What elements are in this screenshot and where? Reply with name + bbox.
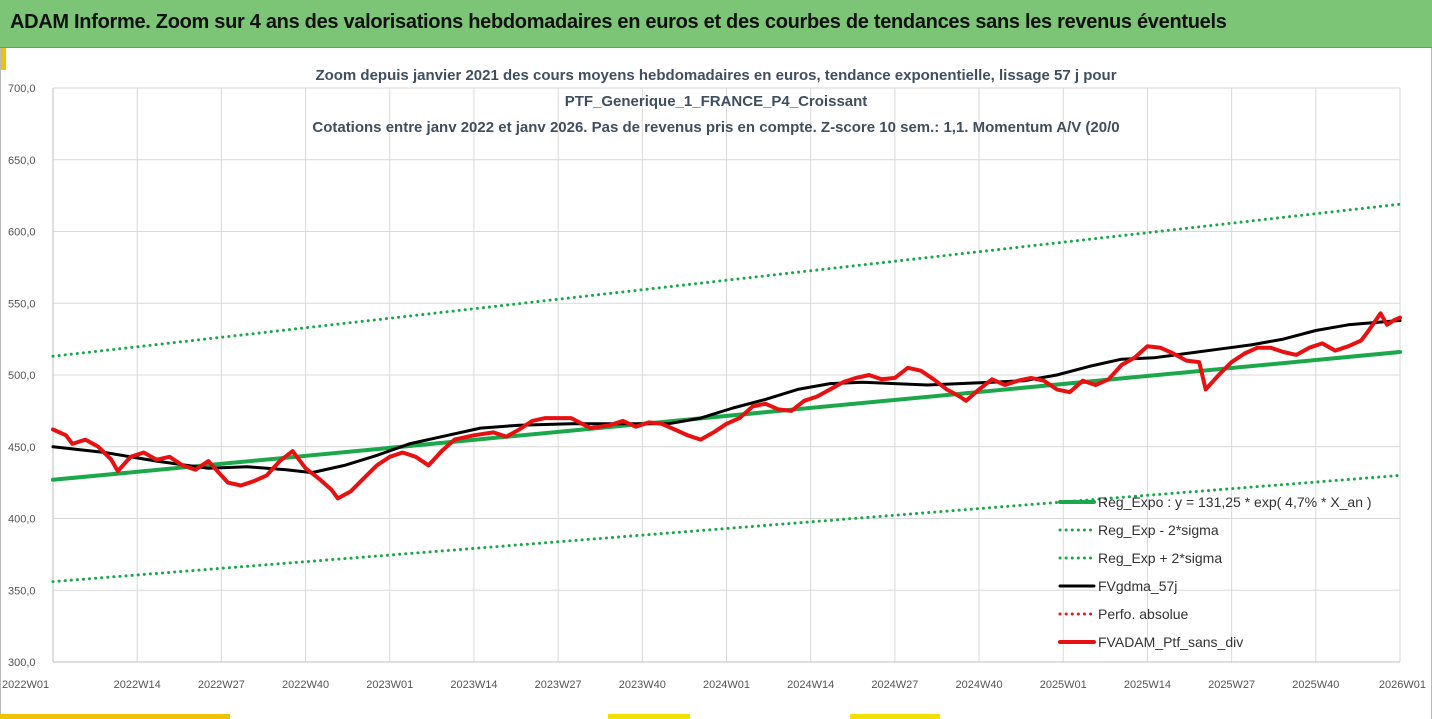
- chart-title-line: Zoom depuis janvier 2021 des cours moyen…: [315, 67, 1116, 84]
- x-tick-label: 2024W14: [787, 679, 834, 691]
- axis-layer: 300,0 350,0 400,0 450,0 500,0 550,0 600,0 650,0…: [2, 83, 1426, 691]
- series-line-0: [51, 350, 1402, 482]
- series-line-2: [51, 202, 1402, 358]
- y-tick-label: 400,0: [8, 514, 36, 526]
- x-tick-label: 2023W14: [450, 679, 497, 691]
- legend-label: FVgdma_57j: [1098, 578, 1177, 594]
- legend-label: Reg_Expo : y = 131,25 * exp( 4,7% * X_an…: [1098, 494, 1372, 510]
- y-tick-label: 700,0: [8, 83, 36, 95]
- x-tick-label: 2023W27: [535, 679, 582, 691]
- series-layer: [51, 202, 1402, 584]
- y-tick-label: 650,0: [8, 155, 36, 167]
- x-tick-label: 2025W27: [1208, 679, 1255, 691]
- y-tick-label: 550,0: [8, 298, 36, 310]
- accent-marker-bottom-3: [850, 714, 940, 719]
- accent-marker-bottom: [0, 714, 230, 719]
- x-tick-label: 2023W01: [366, 679, 413, 691]
- accent-marker-top: [0, 48, 6, 70]
- y-tick-label: 500,0: [8, 370, 36, 382]
- x-tick-label: 2022W14: [114, 679, 161, 691]
- y-tick-label: 350,0: [8, 585, 36, 597]
- series-line-3: [51, 319, 1402, 475]
- grid-layer: [52, 87, 1401, 663]
- x-tick-label: 2025W14: [1124, 679, 1171, 691]
- series-line-1: [51, 473, 1402, 584]
- legend-label: FVADAM_Ptf_sans_div: [1098, 634, 1243, 650]
- x-tick-label: 2022W40: [282, 679, 329, 691]
- x-tick-label: 2022W01: [2, 679, 49, 691]
- chart-title-line: Cotations entre janv 2022 et janv 2026. …: [312, 119, 1119, 136]
- series-line-5: [51, 311, 1402, 501]
- y-tick-label: 300,0: [8, 657, 36, 669]
- x-tick-label: 2022W27: [198, 679, 245, 691]
- x-tick-label: 2024W40: [956, 679, 1003, 691]
- accent-marker-bottom-2: [608, 714, 690, 719]
- legend: Reg_Expo : y = 131,25 * exp( 4,7% * X_an…: [1058, 494, 1372, 650]
- y-tick-label: 600,0: [8, 227, 36, 239]
- chart-title-line: PTF_Generique_1_FRANCE_P4_Croissant: [565, 93, 868, 110]
- legend-label: Reg_Exp - 2*sigma: [1098, 522, 1219, 538]
- x-tick-label: 2024W27: [871, 679, 918, 691]
- x-tick-label: 2023W40: [619, 679, 666, 691]
- legend-label: Reg_Exp + 2*sigma: [1098, 550, 1222, 566]
- x-tick-label: 2026W01: [1379, 679, 1426, 691]
- y-tick-label: 450,0: [8, 442, 36, 454]
- report-title: ADAM Informe. Zoom sur 4 ans des valoris…: [10, 11, 1227, 33]
- report-header: ADAM Informe. Zoom sur 4 ans des valoris…: [0, 0, 1432, 48]
- chart-title: Zoom depuis janvier 2021 des cours moyen…: [312, 67, 1119, 136]
- x-tick-label: 2024W01: [703, 679, 750, 691]
- x-tick-label: 2025W01: [1040, 679, 1087, 691]
- x-tick-label: 2025W40: [1292, 679, 1339, 691]
- legend-label: Perfo. absolue: [1098, 606, 1188, 622]
